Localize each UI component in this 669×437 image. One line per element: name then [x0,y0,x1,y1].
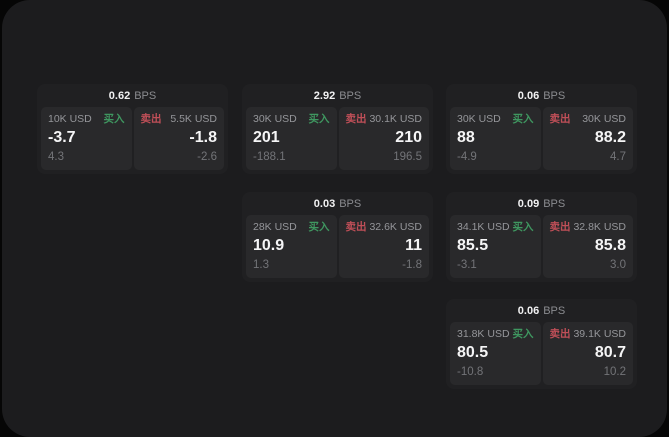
buy-panel[interactable]: 30K USD 买入 201 -188.1 [246,107,337,170]
sell-price: 210 [395,129,422,146]
sell-panel[interactable]: 卖出 30K USD 88.2 4.7 [542,107,633,170]
sell-delta: 196.5 [393,151,422,163]
card-header: 0.09 BPS [446,192,637,215]
bps-unit: BPS [543,304,566,317]
sell-price: 85.8 [594,237,626,254]
buy-amount: 30K USD [457,113,501,125]
quote-card[interactable]: 2.92 BPS 30K USD 买入 201 -188.1 卖出 30.1K … [242,84,433,174]
card-body: 30K USD 买入 88 -4.9 卖出 30K USD 88.2 4.7 [446,107,637,174]
card-header: 0.06 BPS [446,84,637,107]
bps-value: 0.62 [108,89,131,102]
sell-amount: 30.1K USD [369,113,422,125]
buy-side-label: 买入 [103,113,125,125]
buy-amount: 10K USD [48,113,92,125]
sell-side-label: 卖出 [140,113,162,125]
buy-panel[interactable]: 30K USD 买入 88 -4.9 [450,107,541,170]
card-header: 0.06 BPS [446,299,637,322]
buy-panel[interactable]: 28K USD 买入 10.9 1.3 [246,215,337,278]
sell-panel[interactable]: 卖出 30.1K USD 210 196.5 [338,107,429,170]
sell-price: 88.2 [594,129,626,146]
quote-card[interactable]: 0.62 BPS 10K USD 买入 -3.7 4.3 卖出 5.5K USD… [37,84,228,174]
card-body: 30K USD 买入 201 -188.1 卖出 30.1K USD 210 1… [242,107,433,174]
buy-side-label: 买入 [512,221,534,233]
sell-panel[interactable]: 卖出 39.1K USD 80.7 10.2 [542,322,633,385]
sell-delta: 4.7 [610,151,626,163]
quote-card[interactable]: 0.06 BPS 31.8K USD 买入 80.5 -10.8 卖出 39.1… [446,299,637,389]
bps-unit: BPS [339,197,362,210]
sell-delta: 10.2 [603,366,626,378]
bps-value: 0.09 [517,197,540,210]
sell-side-label: 卖出 [549,328,571,340]
sell-panel[interactable]: 卖出 32.6K USD 11 -1.8 [338,215,429,278]
sell-side-label: 卖出 [345,113,367,125]
buy-delta: 1.3 [253,259,269,271]
sell-price: 11 [405,237,422,254]
buy-side-label: 买入 [308,221,330,233]
card-body: 31.8K USD 买入 80.5 -10.8 卖出 39.1K USD 80.… [446,322,637,389]
card-header: 2.92 BPS [242,84,433,107]
sell-amount: 5.5K USD [170,113,217,125]
quote-card[interactable]: 0.03 BPS 28K USD 买入 10.9 1.3 卖出 32.6K US… [242,192,433,282]
card-body: 10K USD 买入 -3.7 4.3 卖出 5.5K USD -1.8 -2.… [37,107,228,174]
buy-panel[interactable]: 10K USD 买入 -3.7 4.3 [41,107,132,170]
buy-price: 10.9 [253,237,285,254]
buy-price: 85.5 [457,237,489,254]
card-header: 0.62 BPS [37,84,228,107]
quote-card[interactable]: 0.09 BPS 34.1K USD 买入 85.5 -3.1 卖出 32.8K… [446,192,637,282]
buy-price: 80.5 [457,344,489,361]
buy-delta: 4.3 [48,151,64,163]
sell-amount: 39.1K USD [573,328,626,340]
sell-side-label: 卖出 [549,221,571,233]
sell-price: 80.7 [594,344,626,361]
buy-amount: 34.1K USD [457,221,510,233]
sell-delta: 3.0 [610,259,626,271]
sell-amount: 32.8K USD [573,221,626,233]
buy-price: 88 [457,129,475,146]
sell-panel[interactable]: 卖出 5.5K USD -1.8 -2.6 [133,107,224,170]
buy-delta: -10.8 [457,366,484,378]
buy-delta: -3.1 [457,259,477,271]
buy-delta: -188.1 [253,151,286,163]
sell-delta: -1.8 [402,259,422,271]
sell-panel[interactable]: 卖出 32.8K USD 85.8 3.0 [542,215,633,278]
sell-delta: -2.6 [197,151,217,163]
buy-price: 201 [253,129,280,146]
bps-unit: BPS [339,89,362,102]
card-header: 0.03 BPS [242,192,433,215]
buy-delta: -4.9 [457,151,477,163]
bps-value: 0.06 [517,304,540,317]
sell-amount: 32.6K USD [369,221,422,233]
buy-side-label: 买入 [308,113,330,125]
buy-amount: 31.8K USD [457,328,510,340]
buy-panel[interactable]: 34.1K USD 买入 85.5 -3.1 [450,215,541,278]
sell-side-label: 卖出 [549,113,571,125]
bps-value: 0.06 [517,89,540,102]
sell-side-label: 卖出 [345,221,367,233]
card-body: 34.1K USD 买入 85.5 -3.1 卖出 32.8K USD 85.8… [446,215,637,282]
buy-panel[interactable]: 31.8K USD 买入 80.5 -10.8 [450,322,541,385]
bps-unit: BPS [543,89,566,102]
card-body: 28K USD 买入 10.9 1.3 卖出 32.6K USD 11 -1.8 [242,215,433,282]
buy-price: -3.7 [48,129,76,146]
sell-amount: 30K USD [582,113,626,125]
buy-amount: 30K USD [253,113,297,125]
buy-side-label: 买入 [512,328,534,340]
buy-amount: 28K USD [253,221,297,233]
bps-value: 2.92 [313,89,336,102]
buy-side-label: 买入 [512,113,534,125]
bps-value: 0.03 [313,197,336,210]
bps-unit: BPS [543,197,566,210]
sell-price: -1.8 [189,129,217,146]
bps-unit: BPS [134,89,157,102]
quote-card[interactable]: 0.06 BPS 30K USD 买入 88 -4.9 卖出 30K USD 8… [446,84,637,174]
